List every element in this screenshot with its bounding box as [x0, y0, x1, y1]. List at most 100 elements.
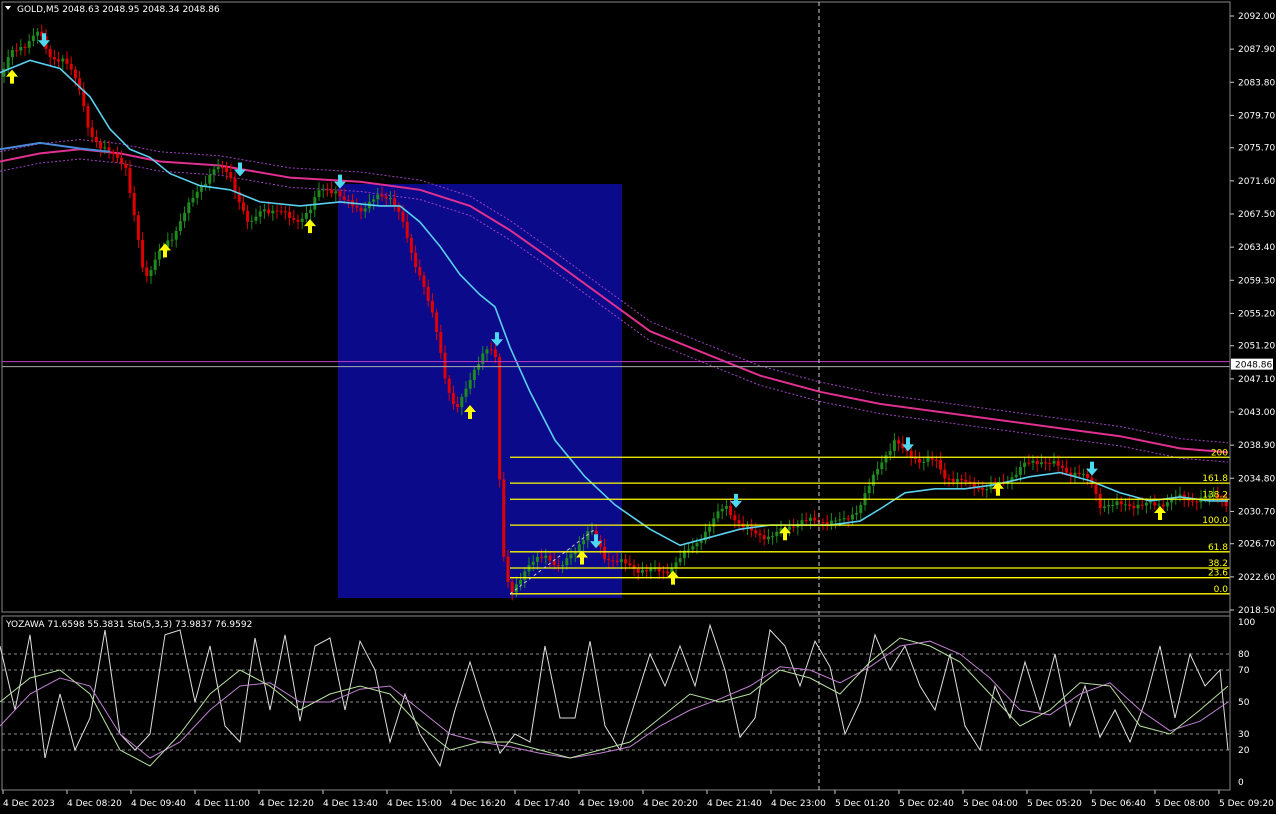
price-tick-label: 2051.20 — [1238, 342, 1275, 352]
time-tick-label: 4 Dec 21:40 — [707, 799, 762, 809]
candle-body — [930, 458, 934, 460]
candle-body — [682, 550, 686, 559]
candle-body — [111, 152, 115, 155]
candle-body — [225, 167, 229, 173]
candle-body — [611, 560, 615, 562]
up-arrow-shape — [779, 526, 791, 541]
candle-body — [695, 542, 699, 547]
candle-body — [678, 558, 682, 563]
candle-body — [317, 190, 321, 198]
candle-body — [1157, 504, 1161, 506]
candle-body — [829, 520, 833, 525]
fib-level-label: 161.8 — [1202, 474, 1228, 484]
candle-body — [708, 526, 712, 532]
up-arrow-shape — [304, 219, 316, 234]
price-tick-label: 2043.00 — [1238, 408, 1275, 418]
candle-body — [939, 460, 943, 470]
candle-body — [1098, 493, 1102, 509]
up-arrow-icon — [667, 570, 679, 585]
candle-body — [296, 219, 300, 222]
oscillator-signal-line — [0, 640, 1229, 759]
candle-body — [985, 489, 989, 491]
candle-body — [787, 526, 791, 530]
candle-body — [737, 520, 741, 524]
candle-body — [909, 450, 913, 458]
time-tick-label: 4 Dec 09:40 — [131, 799, 186, 809]
candle-body — [1014, 474, 1018, 478]
candle-body — [82, 89, 86, 107]
candle-body — [699, 540, 703, 543]
up-arrow-shape — [667, 570, 679, 585]
candle-body — [577, 544, 581, 552]
candle-body — [502, 479, 506, 557]
candle-body — [199, 186, 203, 192]
candle-body — [1220, 498, 1224, 500]
time-tick-label: 4 Dec 11:00 — [195, 799, 250, 809]
candle-body — [57, 59, 61, 62]
candle-body — [514, 584, 518, 593]
oscillator-mid-line — [0, 637, 1229, 767]
candle-body — [1056, 460, 1060, 466]
candle-body — [687, 549, 691, 551]
price-tick-label: 2059.30 — [1238, 276, 1275, 286]
candle-body — [258, 211, 262, 217]
candle-body — [1086, 473, 1090, 478]
time-tick-label: 5 Dec 02:40 — [899, 799, 954, 809]
candle-body — [976, 487, 980, 489]
time-tick-label: 4 Dec 15:00 — [387, 799, 442, 809]
candle-body — [838, 519, 842, 521]
price-tick-label: 2030.70 — [1238, 507, 1275, 517]
candle-body — [926, 458, 930, 462]
candle-body — [384, 196, 388, 199]
candle-body — [90, 127, 94, 138]
fib-level-label: 61.8 — [1208, 543, 1228, 553]
main-header: GOLD,M5 2048.63 2048.95 2048.34 2048.86 — [17, 5, 220, 15]
candle-body — [36, 31, 40, 36]
candle-body — [666, 571, 670, 574]
fib-level-label: 38.2 — [1208, 559, 1228, 569]
candle-body — [556, 565, 560, 567]
candle-body — [468, 380, 472, 389]
candle-body — [1144, 502, 1148, 506]
down-arrow-shape — [1086, 461, 1098, 476]
candle-body — [15, 50, 19, 52]
candle-body — [792, 526, 796, 528]
price-tick-label: 2063.40 — [1238, 243, 1275, 253]
price-tick-label: 2079.70 — [1238, 111, 1275, 121]
candle-body — [960, 479, 964, 481]
candle-body — [313, 197, 317, 210]
up-arrow-icon — [1154, 506, 1166, 521]
candle-body — [729, 505, 733, 516]
candle-body — [229, 172, 233, 179]
candle-body — [183, 212, 187, 222]
candle-body — [1161, 504, 1165, 507]
candle-body — [1035, 460, 1039, 465]
candle-body — [754, 530, 758, 534]
candle-body — [472, 369, 476, 381]
candle-body — [304, 213, 308, 219]
candle-body — [246, 210, 250, 222]
candle-body — [661, 571, 665, 573]
down-arrow-shape — [590, 534, 602, 549]
candle-body — [867, 485, 871, 494]
candle-body — [758, 533, 762, 536]
time-tick-label: 4 Dec 2023 — [3, 799, 55, 809]
candle-body — [834, 520, 838, 522]
candle-body — [330, 189, 334, 194]
candle-body — [170, 239, 174, 241]
candle-body — [321, 189, 325, 191]
up-arrow-shape — [6, 69, 18, 84]
candle-body — [548, 555, 552, 561]
time-tick-label: 5 Dec 09:20 — [1219, 799, 1274, 809]
candle-body — [859, 505, 863, 513]
time-tick-label: 4 Dec 08:20 — [67, 799, 122, 809]
candle-body — [850, 514, 854, 520]
time-tick-label: 5 Dec 08:00 — [1155, 799, 1210, 809]
candle-body — [460, 396, 464, 408]
candle-body — [775, 531, 779, 537]
candle-body — [409, 237, 413, 253]
candle-body — [401, 211, 405, 222]
candle-body — [1136, 504, 1140, 509]
up-arrow-icon — [464, 405, 476, 419]
candle-body — [1094, 484, 1098, 494]
